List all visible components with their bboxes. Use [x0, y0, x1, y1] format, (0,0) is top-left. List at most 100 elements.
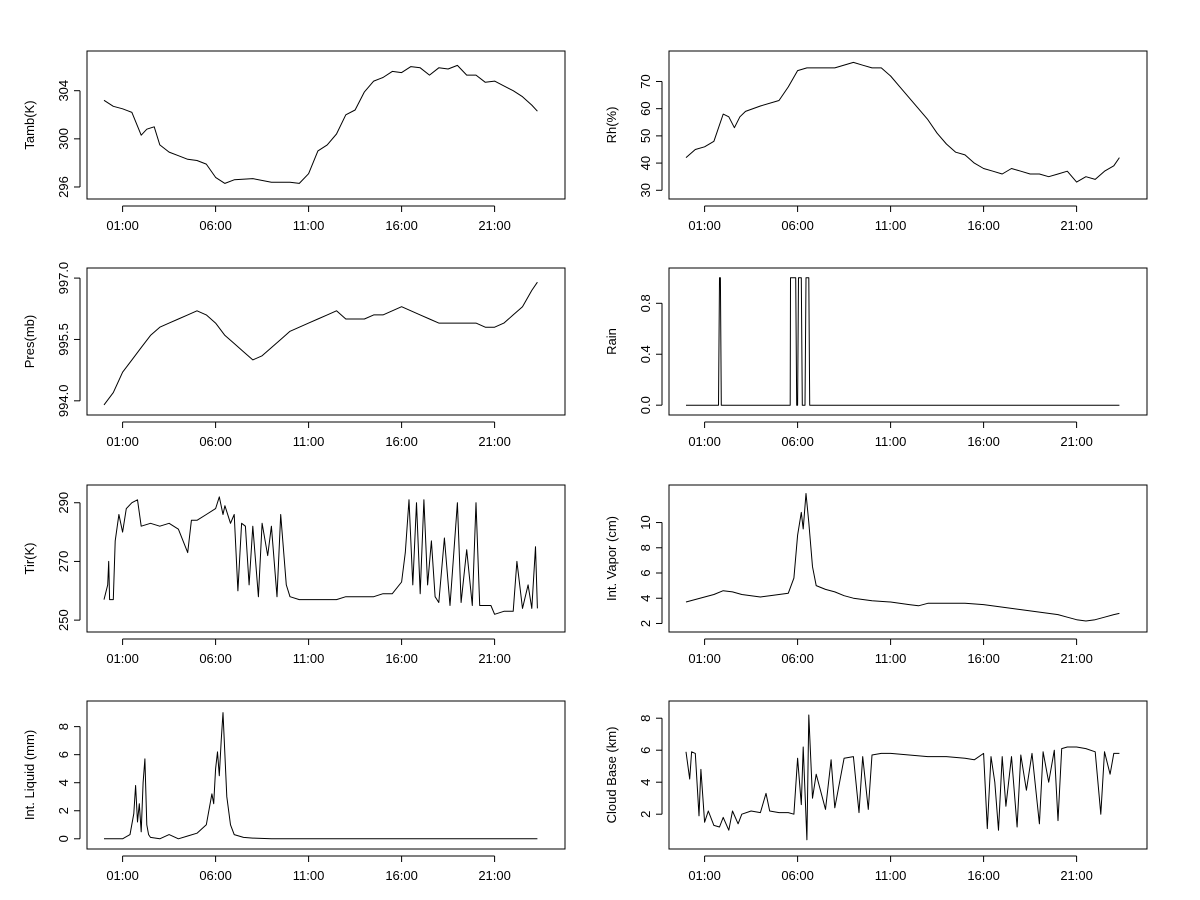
x-tick-label: 11:00	[293, 218, 325, 233]
series-line	[104, 712, 538, 840]
x-tick-label: 16:00	[967, 651, 1000, 666]
y-axis-label: Pres(mb)	[22, 315, 37, 368]
x-tick-label: 06:00	[781, 218, 814, 233]
x-tick-label: 06:00	[199, 868, 232, 883]
x-tick-label: 06:00	[199, 434, 232, 449]
x-tick-label: 01:00	[106, 868, 139, 883]
y-tick-label: 8	[56, 723, 71, 730]
y-axis-label: Int. Liquid (mm)	[22, 730, 37, 820]
x-tick-label: 21:00	[1060, 434, 1093, 449]
y-axis-label: Rh(%)	[604, 107, 619, 144]
y-tick-label: 8	[638, 715, 653, 722]
y-tick-label: 4	[638, 595, 653, 602]
plot-frame	[668, 267, 1148, 416]
panel-8: 01:00 06:00 11:00 16:00 21:00 2 4 6 8 Cloud Base …	[604, 700, 1148, 883]
x-tick-label: 11:00	[875, 434, 907, 449]
panel-4: 01:00 06:00 11:00 16:00 21:00 0.0 0.4 0.8 Rain	[604, 267, 1148, 449]
panel-1: 01:00 06:00 11:00 16:00 21:00 296 300 304 Tamb(K…	[22, 50, 566, 233]
panel-5: 01:00 06:00 11:00 16:00 21:00 250 270 290 Tir(K)	[22, 484, 566, 666]
x-tick-label: 01:00	[106, 651, 139, 666]
x-tick-label: 21:00	[478, 434, 511, 449]
x-tick-label: 16:00	[385, 651, 418, 666]
x-tick-label: 11:00	[875, 651, 907, 666]
x-tick-label: 06:00	[781, 434, 814, 449]
y-tick-label: 0.8	[638, 294, 653, 312]
panel-2: 01:00 06:00 11:00 16:00 21:00 30 40 50 60 70 Rh(%)	[604, 50, 1148, 233]
x-tick-label: 21:00	[478, 651, 511, 666]
x-tick-label: 01:00	[688, 651, 721, 666]
x-tick-label: 01:00	[688, 434, 721, 449]
series-line	[686, 277, 1120, 406]
y-tick-label: 250	[56, 609, 71, 631]
x-tick-label: 11:00	[875, 218, 907, 233]
y-tick-label: 40	[638, 156, 653, 170]
y-tick-label: 290	[56, 492, 71, 514]
y-tick-label: 995.5	[56, 323, 71, 356]
x-tick-label: 06:00	[199, 218, 232, 233]
x-tick-label: 01:00	[106, 218, 139, 233]
x-tick-label: 16:00	[967, 868, 1000, 883]
series-line	[103, 64, 538, 184]
x-tick-label: 21:00	[1060, 651, 1093, 666]
plot-frame	[668, 50, 1148, 200]
x-tick-label: 01:00	[688, 218, 721, 233]
x-tick-label: 11:00	[293, 651, 325, 666]
plot-frame	[86, 700, 566, 850]
x-tick-label: 11:00	[875, 868, 907, 883]
panel-7: 01:00 06:00 11:00 16:00 21:00 0 2 4 6 8 Int. Liqui…	[22, 700, 566, 883]
series-line	[103, 281, 538, 406]
y-tick-label: 296	[56, 176, 71, 198]
panel-6: 01:00 06:00 11:00 16:00 21:00 2 4 6 8 10 Int. Vapo…	[604, 484, 1148, 666]
y-tick-label: 0.4	[638, 345, 653, 363]
y-tick-label: 0	[56, 835, 71, 842]
y-tick-label: 997.0	[56, 262, 71, 295]
y-tick-label: 994.0	[56, 385, 71, 418]
y-tick-label: 8	[638, 544, 653, 551]
plot-frame	[86, 267, 566, 416]
x-tick-label: 16:00	[967, 218, 1000, 233]
y-tick-label: 2	[56, 807, 71, 814]
series-line	[103, 496, 538, 615]
y-axis-label: Cloud Base (km)	[604, 727, 619, 824]
y-tick-label: 0.0	[638, 396, 653, 414]
y-tick-label: 4	[638, 779, 653, 786]
y-tick-label: 6	[638, 747, 653, 754]
series-line	[685, 493, 1120, 622]
y-axis-label: Tamb(K)	[22, 100, 37, 149]
x-tick-label: 01:00	[106, 434, 139, 449]
y-axis-label: Int. Vapor (cm)	[604, 516, 619, 601]
y-tick-label: 10	[638, 515, 653, 529]
x-tick-label: 06:00	[781, 651, 814, 666]
x-tick-label: 21:00	[1060, 218, 1093, 233]
x-tick-label: 21:00	[478, 868, 511, 883]
y-tick-label: 304	[56, 80, 71, 102]
y-tick-label: 2	[638, 620, 653, 627]
plot-frame	[86, 50, 566, 200]
y-axis-label: Tir(K)	[22, 542, 37, 574]
y-tick-label: 300	[56, 128, 71, 150]
y-tick-label: 50	[638, 129, 653, 143]
y-axis-label: Rain	[604, 328, 619, 355]
y-tick-label: 60	[638, 101, 653, 115]
x-tick-label: 21:00	[478, 218, 511, 233]
panel-3: 01:00 06:00 11:00 16:00 21:00 994.0 995.5 997.0…	[22, 262, 566, 449]
x-tick-label: 16:00	[385, 218, 418, 233]
x-tick-label: 11:00	[293, 868, 325, 883]
x-tick-label: 21:00	[1060, 868, 1093, 883]
x-tick-label: 11:00	[293, 434, 325, 449]
plot-frame	[668, 700, 1148, 850]
x-tick-label: 06:00	[781, 868, 814, 883]
y-tick-label: 2	[638, 811, 653, 818]
plot-frame	[668, 484, 1148, 633]
y-tick-label: 70	[638, 74, 653, 88]
y-tick-label: 6	[638, 569, 653, 576]
y-tick-label: 30	[638, 183, 653, 197]
x-tick-label: 01:00	[688, 868, 721, 883]
series-line	[685, 61, 1120, 183]
y-tick-label: 6	[56, 751, 71, 758]
x-tick-label: 16:00	[385, 868, 418, 883]
x-tick-label: 16:00	[967, 434, 1000, 449]
x-tick-label: 16:00	[385, 434, 418, 449]
x-tick-label: 06:00	[199, 651, 232, 666]
